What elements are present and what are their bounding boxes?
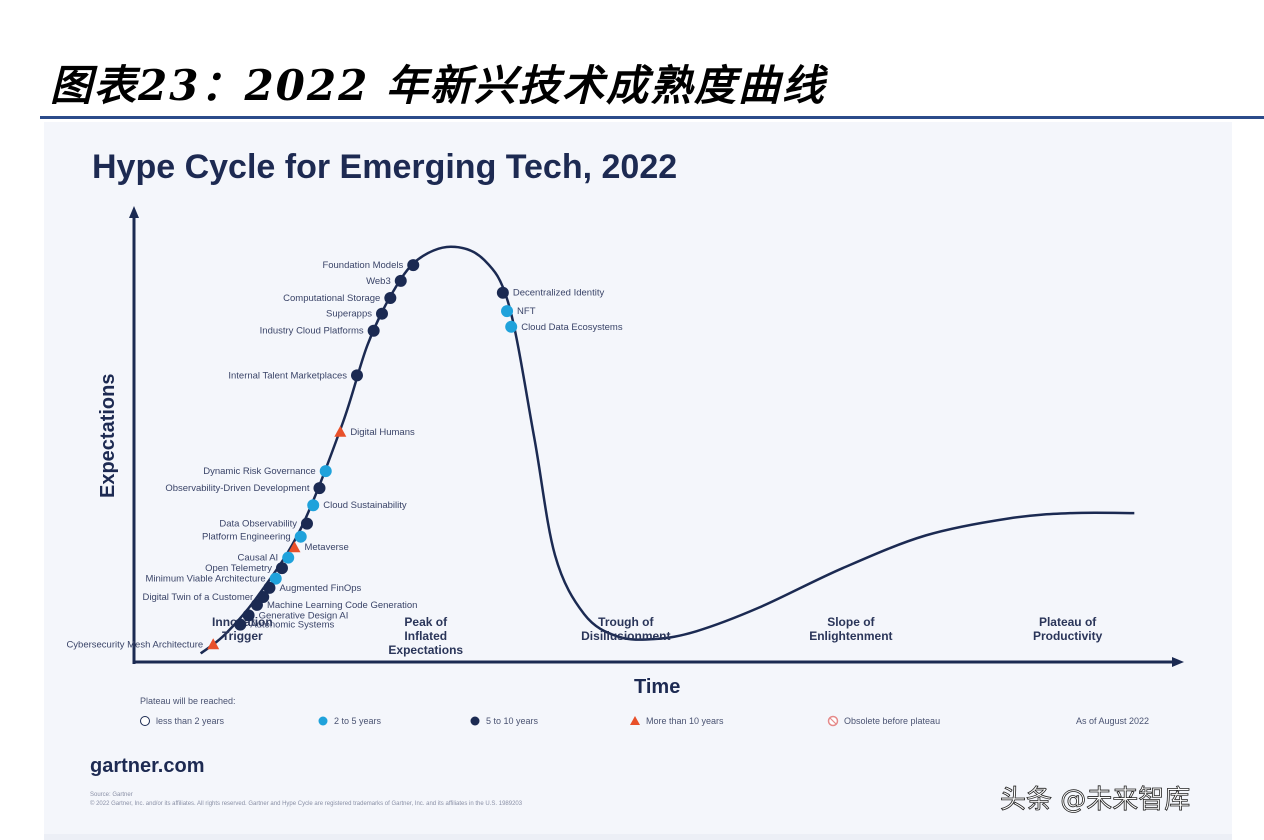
tech-label-18: Machine Learning Code Generation [267,600,418,611]
tech-label-14: Open Telemetry [205,563,272,574]
phase-label-4: Plateau of Productivity [1033,615,1103,643]
tech-label-3: Superapps [326,309,372,320]
tech-label-9: Cloud Sustainability [323,500,407,511]
fineprint-copyright: © 2022 Gartner, Inc. and/or its affiliat… [90,800,523,807]
technology-markers [207,259,518,650]
tech-marker [367,324,380,337]
tech-marker [275,562,288,575]
tech-label-16: Augmented FinOps [279,583,361,594]
legend-title: Plateau will be reached: [140,696,236,706]
tech-label-23: NFT [517,306,536,317]
phase-label-line: Expectations [388,643,463,657]
tech-label-15: Minimum Viable Architecture [145,574,265,585]
legend-marker [318,716,328,726]
tech-marker [242,609,255,622]
legend-label-3: More than 10 years [646,716,724,726]
y-axis-arrow [129,206,139,218]
tech-label-20: Autonomic Systems [250,620,334,631]
tech-marker [307,499,320,512]
x-axis-label: Time [634,676,680,698]
tech-marker [319,465,332,478]
legend-marker-obsolete-cross [829,717,837,725]
tech-label-4: Industry Cloud Platforms [260,326,364,337]
tech-marker [501,305,514,318]
figure-caption: 图表23：2022 年新兴技术成熟度曲线 [50,61,826,110]
hype-curve-line [199,245,1135,655]
caption-divider [40,116,1264,119]
source-site: gartner.com [90,755,204,777]
watermark: 头条 @未来智库 [1000,785,1190,815]
tech-marker [294,530,307,543]
as-of-date: As of August 2022 [1076,716,1149,726]
x-axis-arrow [1172,657,1184,667]
legend-label-4: Obsolete before plateau [844,716,940,726]
phase-label-2: Trough of Disillusionment [581,615,670,643]
tech-marker-triangle [207,638,220,650]
tech-marker [505,320,518,333]
tech-marker [263,581,276,594]
legend-marker-hollow [140,716,150,726]
phase-labels: InnovationTriggerPeak ofInflatedExpectat… [212,615,1103,657]
tech-marker [269,572,282,585]
chart-panel-footer [44,834,1232,840]
tech-marker-triangle [288,541,301,553]
tech-label-5: Internal Talent Marketplaces [228,370,347,381]
tech-label-2: Computational Storage [283,293,380,304]
tech-label-17: Digital Twin of a Customer [143,592,254,603]
chart-panel [44,122,1232,834]
tech-marker-triangle [334,425,347,437]
phase-label-line: Productivity [1033,629,1103,643]
tech-label-21: Cybersecurity Mesh Architecture [66,639,203,650]
phase-label-line: Inflated [404,629,447,643]
phase-label-1: Peak of Inflated Expectations [388,615,463,657]
legend-marker-triangle [630,716,640,725]
tech-marker [313,482,326,495]
phase-label-line: Enlightenment [809,629,892,643]
tech-label-6: Digital Humans [350,427,415,438]
chart-title: Hype Cycle for Emerging Tech, 2022 [92,148,677,186]
phase-label-line: Trigger [222,629,263,643]
tech-label-11: Platform Engineering [202,532,291,543]
phase-label-line: Disillusionment [581,629,670,643]
phase-label-line: Slope of [827,615,875,629]
tech-label-22: Decentralized Identity [513,288,605,299]
tech-label-0: Foundation Models [322,260,403,271]
tech-marker [394,274,407,287]
tech-marker [250,598,263,611]
tech-label-7: Dynamic Risk Governance [203,466,315,477]
y-axis-label: Expectations [97,374,119,498]
legend-label-1: 2 to 5 years [334,716,382,726]
legend-label-2: 5 to 10 years [486,716,539,726]
tech-label-24: Cloud Data Ecosystems [521,322,623,333]
phase-label-line: Peak of [404,615,448,629]
tech-marker [350,369,363,382]
tech-label-8: Observability-Driven Development [165,483,309,494]
tech-marker [407,259,420,272]
tech-label-19: Generative Design AI [259,610,349,621]
phase-label-line: Trough of [598,615,654,629]
fineprint-source: Source: Gartner [90,792,133,798]
phase-label-3: Slope of Enlightenment [809,615,892,643]
phase-label-line: Plateau of [1039,615,1097,629]
legend: less than 2 years 2 to 5 years 5 to 10 yea… [140,715,940,727]
tech-label-1: Web3 [366,276,391,287]
tech-label-12: Metaverse [304,542,348,553]
tech-marker [496,286,509,299]
tech-label-10: Data Observability [219,519,297,530]
tech-marker [234,618,247,631]
tech-marker [282,551,295,564]
tech-marker [375,307,388,320]
technology-labels: Foundation Models Web3 Computational Stora… [66,260,622,650]
tech-label-13: Causal AI [238,553,279,564]
tech-marker [384,291,397,304]
tech-marker [300,517,313,530]
legend-label-0: less than 2 years [156,716,225,726]
legend-marker [470,716,480,726]
